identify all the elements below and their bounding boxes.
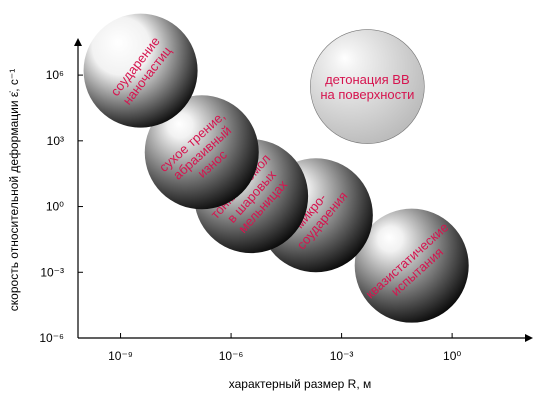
y-tick-label: 10⁰ [46,200,64,214]
x-tick-label: 10⁰ [443,349,461,363]
bubble-label-line: детонация ВВ [325,72,410,87]
bubble [310,29,425,144]
bubble [144,95,259,210]
y-tick-label: 10⁻⁶ [39,331,64,345]
y-tick-label: 10³ [47,134,64,148]
bubble [354,208,469,323]
y-axis-title: скорость относительной деформации ε̇, с⁻… [7,69,21,311]
bubble-label-line: на поверхности [320,87,414,102]
y-tick-label: 10⁻³ [40,265,64,279]
x-tick-label: 10⁻⁶ [219,349,244,363]
x-tick-label: 10⁻⁹ [108,349,133,363]
x-axis-title: характерный размер R, м [229,377,372,391]
x-tick-label: 10⁻³ [330,349,354,363]
y-tick-label: 10⁶ [46,68,64,82]
y-arrow [74,38,82,46]
x-arrow [525,334,533,342]
bubble [83,13,198,128]
